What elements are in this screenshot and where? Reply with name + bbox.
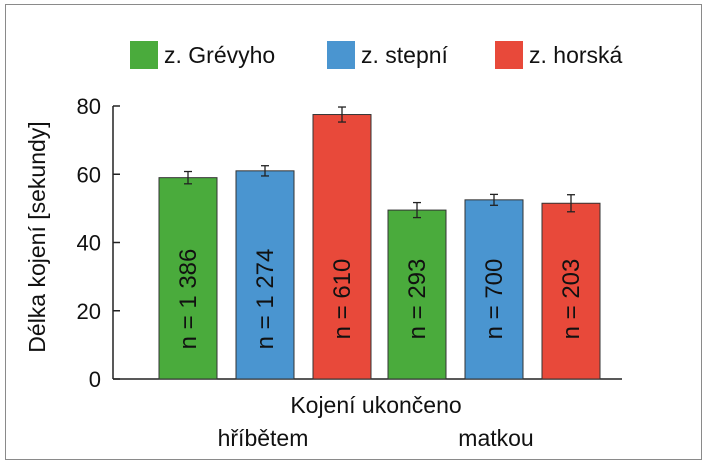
group-label-0: hříbětem [218, 425, 309, 451]
chart-frame [5, 4, 702, 460]
bar-n-label: n = 1 274 [252, 249, 279, 350]
legend-swatch [495, 41, 523, 69]
bar-n-label: n = 610 [329, 259, 356, 340]
y-tick-label: 20 [77, 299, 101, 324]
y-tick-label: 60 [77, 162, 101, 187]
legend-swatch [327, 41, 355, 69]
bar [312, 114, 372, 380]
y-tick-label: 40 [77, 231, 101, 256]
bar-n-label: n = 293 [404, 259, 431, 340]
bar-n-label: n = 1 386 [175, 249, 202, 350]
bar [235, 170, 295, 380]
y-tick-label: 80 [77, 94, 101, 119]
legend-label: z. horská [529, 42, 623, 68]
y-axis-label: Délka kojení [sekundy] [24, 121, 50, 352]
y-tick-label: 0 [89, 367, 101, 392]
bar [387, 209, 447, 380]
bar [158, 177, 218, 380]
legend-label: z. stepní [361, 42, 449, 68]
bar-n-label: n = 203 [558, 259, 585, 340]
legend: z. Grévyho z. stepní z. horská [130, 41, 623, 69]
bar-n-label: n = 700 [481, 259, 508, 340]
x-axis-label: Kojení ukončeno [290, 392, 461, 418]
bars: n = 1 386 n = 1 274 n = 610 n = 293 n = 700 n… [158, 106, 601, 380]
bar [464, 199, 524, 380]
bar [541, 202, 601, 380]
group-label-1: matkou [458, 425, 533, 451]
y-ticks: 0 20 40 60 80 [77, 94, 120, 392]
legend-label: z. Grévyho [164, 42, 275, 68]
legend-swatch [130, 41, 158, 69]
